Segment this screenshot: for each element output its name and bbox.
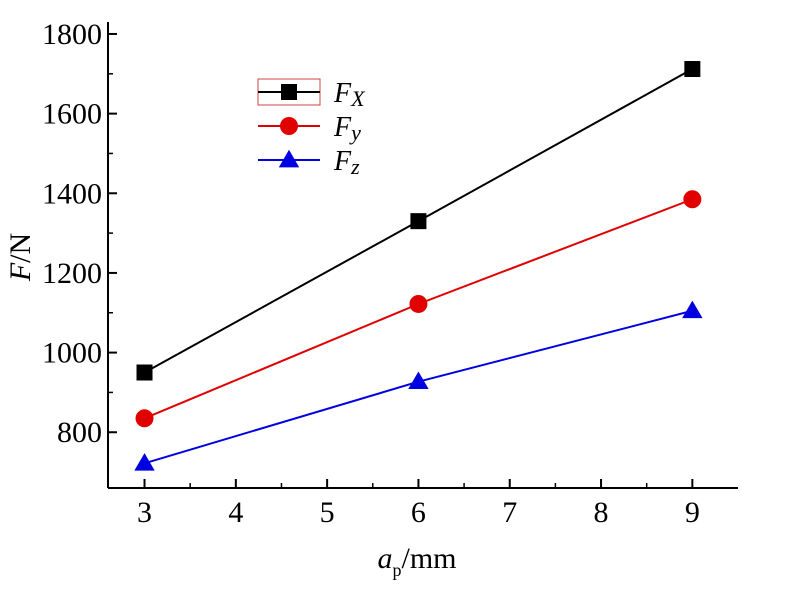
- y-tick-label: 1800: [42, 18, 102, 51]
- x-tick-label: 5: [320, 496, 335, 529]
- x-tick-label: 3: [137, 496, 152, 529]
- x-tick-label: 7: [502, 496, 517, 529]
- x-axis-label-sub: p: [392, 560, 401, 580]
- x-axis-label-main: a: [377, 542, 392, 575]
- ticks: 3 4 5 6 7 8 9 800 1000 1200 1400 1600 1800: [42, 18, 700, 529]
- series-fx: [136, 61, 701, 381]
- legend-item-fz: Fz: [258, 146, 360, 179]
- series-group: [134, 61, 703, 471]
- legend-label: FX: [333, 78, 366, 111]
- data-point: [684, 61, 701, 78]
- data-point: [135, 409, 154, 428]
- y-tick-label: 1400: [42, 177, 102, 210]
- data-point: [408, 371, 429, 390]
- x-tick-label: 9: [685, 496, 700, 529]
- x-axis-label-unit: /mm: [401, 542, 456, 575]
- y-axis-label-main: F: [4, 262, 37, 282]
- legend-label-main: F: [333, 146, 352, 177]
- axes: [107, 22, 738, 489]
- legend-item-fy: Fy: [258, 112, 361, 145]
- series-fy: [135, 190, 702, 428]
- x-axis-label: ap/mm: [377, 542, 456, 580]
- legend-label: Fy: [333, 112, 361, 145]
- legend-label-sub: z: [350, 154, 360, 179]
- x-tick-label: 8: [594, 496, 609, 529]
- y-tick-label: 1200: [42, 257, 102, 290]
- series-fz: [134, 300, 703, 471]
- y-tick-label: 800: [57, 416, 102, 449]
- y-tick-label: 1000: [42, 337, 102, 370]
- y-axis-label: F/N: [4, 233, 37, 282]
- data-point: [683, 190, 702, 209]
- x-tick-label: 4: [228, 496, 243, 529]
- y-tick-label: 1600: [42, 98, 102, 131]
- legend-label-main: F: [333, 78, 352, 109]
- y-axis-label-unit: /N: [4, 233, 37, 263]
- data-point: [134, 453, 155, 471]
- legend-label-sub: X: [350, 86, 366, 111]
- x-tick-label: 6: [411, 496, 426, 529]
- data-point: [409, 294, 428, 313]
- legend-marker: [280, 117, 298, 135]
- legend-label-sub: y: [349, 120, 361, 145]
- legend-label: Fz: [333, 146, 360, 179]
- legend-label-main: F: [333, 112, 352, 143]
- legend-marker: [278, 149, 300, 168]
- data-point: [136, 364, 153, 381]
- data-point: [682, 300, 703, 319]
- legend-marker: [281, 84, 297, 100]
- legend-item-fx: FX: [257, 78, 366, 111]
- data-point: [410, 213, 427, 230]
